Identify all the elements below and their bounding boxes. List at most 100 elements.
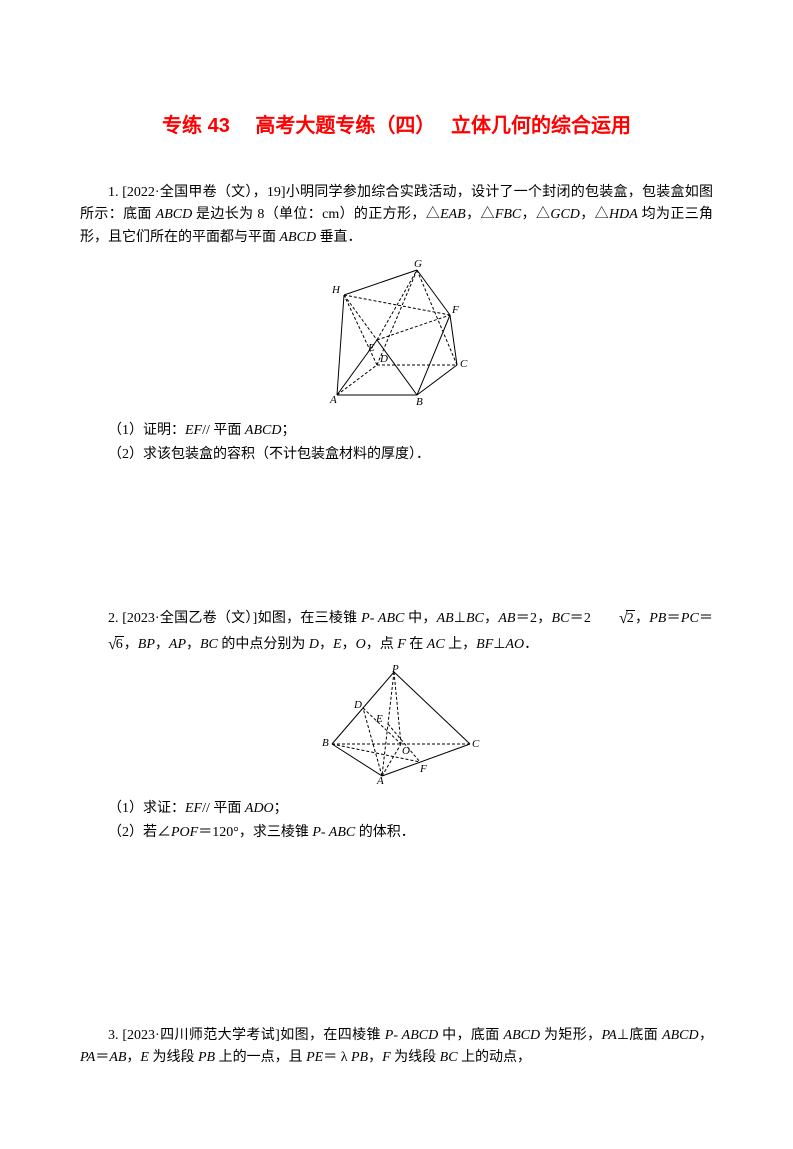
var-pa: PA bbox=[80, 1050, 95, 1065]
label-o: O bbox=[402, 745, 410, 757]
text: ， bbox=[319, 637, 333, 652]
text: 为矩形， bbox=[540, 1028, 601, 1043]
text: ， bbox=[124, 637, 138, 652]
label-b: B bbox=[322, 737, 329, 749]
text: ，点 bbox=[366, 637, 398, 652]
var-pabc: P- ABC bbox=[312, 825, 355, 840]
text: // 平面 bbox=[202, 801, 245, 816]
var-f: F bbox=[397, 637, 406, 652]
text: 的中点分别为 bbox=[218, 637, 309, 652]
text: ＝2， bbox=[515, 611, 551, 626]
var-bc: BC bbox=[200, 637, 218, 652]
label-h: H bbox=[331, 284, 341, 296]
text: ⊥ bbox=[493, 637, 505, 652]
text: 为线段 bbox=[149, 1050, 198, 1065]
problem-3-statement: 3. [2023·四川师范大学考试]如图，在四棱锥 P- ABCD 中，底面 A… bbox=[80, 1025, 713, 1070]
text: ； bbox=[281, 423, 295, 438]
var-gcd: GCD bbox=[550, 207, 580, 222]
var-hda: HDA bbox=[609, 207, 638, 222]
text: ，△ bbox=[580, 207, 609, 222]
label-d: D bbox=[379, 353, 388, 365]
figure-1-svg: G H F E D C A B bbox=[302, 255, 492, 405]
problem-2-statement: 2. [2023·全国乙卷（文）]如图，在三棱锥 P- ABC 中，AB⊥BC，… bbox=[80, 606, 713, 657]
sqrt-6: √6 bbox=[80, 632, 124, 658]
label-p: P bbox=[391, 664, 399, 675]
text: 上的一点，且 bbox=[215, 1050, 306, 1065]
label-c: C bbox=[472, 738, 480, 750]
text: ， bbox=[368, 1050, 382, 1065]
var-d: D bbox=[309, 637, 319, 652]
answer-space-1 bbox=[80, 486, 713, 606]
text: ． bbox=[524, 637, 538, 652]
text: （1）证明： bbox=[108, 423, 185, 438]
problem-1-statement: 1. [2022·全国甲卷（文），19]小明同学参加综合实践活动，设计了一个封闭… bbox=[80, 182, 713, 249]
figure-2: P B C A D E O F bbox=[80, 664, 713, 792]
text: ＝ bbox=[699, 611, 713, 626]
text: // 平面 bbox=[202, 423, 245, 438]
text: ，△ bbox=[466, 207, 495, 222]
var-ap: AP bbox=[169, 637, 186, 652]
text: 中，底面 bbox=[438, 1028, 503, 1043]
var-pabcd: P- ABCD bbox=[385, 1028, 438, 1043]
text: ， bbox=[155, 637, 169, 652]
text: ， bbox=[186, 637, 200, 652]
label-a: A bbox=[376, 775, 384, 784]
var-bf: BF bbox=[476, 637, 493, 652]
title-text: 专练 43 高考大题专练（四） 立体几何的综合运用 bbox=[162, 115, 631, 137]
var-pb: PB bbox=[198, 1050, 215, 1065]
text: 上的动点， bbox=[458, 1050, 532, 1065]
var-e: E bbox=[140, 1050, 149, 1065]
var-ado: ADO bbox=[245, 801, 274, 816]
var-bc: BC bbox=[552, 611, 570, 626]
var-o: O bbox=[356, 637, 366, 652]
problem-2: 2. [2023·全国乙卷（文）]如图，在三棱锥 P- ABC 中，AB⊥BC，… bbox=[80, 606, 713, 844]
var-ab: AB bbox=[498, 611, 515, 626]
label-e: E bbox=[375, 713, 383, 725]
var-ab: AB bbox=[437, 611, 454, 626]
var-e: E bbox=[333, 637, 342, 652]
answer-space-2 bbox=[80, 865, 713, 1025]
text: ； bbox=[274, 801, 288, 816]
text: ＝ bbox=[95, 1050, 109, 1065]
text: ＝ λ bbox=[323, 1050, 351, 1065]
sqrt-2: √2 bbox=[591, 606, 635, 632]
var-pb: PB bbox=[351, 1050, 368, 1065]
figure-2-svg: P B C A D E O F bbox=[312, 664, 482, 784]
var-ab: AB bbox=[109, 1050, 126, 1065]
var-ef: EF bbox=[185, 423, 202, 438]
label-g: G bbox=[414, 258, 422, 270]
var-bc: BC bbox=[440, 1050, 458, 1065]
text: 3. [2023·四川师范大学考试]如图，在四棱锥 bbox=[108, 1028, 385, 1043]
var-ac: AC bbox=[427, 637, 445, 652]
problem-3: 3. [2023·四川师范大学考试]如图，在四棱锥 P- ABCD 中，底面 A… bbox=[80, 1025, 713, 1070]
label-b: B bbox=[416, 396, 423, 405]
label-a: A bbox=[329, 394, 337, 405]
text: （1）求证： bbox=[108, 801, 185, 816]
text: ＝ bbox=[666, 611, 681, 626]
page-title: 专练 43 高考大题专练（四） 立体几何的综合运用 bbox=[80, 110, 713, 142]
var-abcd: ABCD bbox=[280, 230, 317, 245]
problem-2-q2: （2）若∠POF＝120°，求三棱锥 P- ABC 的体积． bbox=[80, 822, 713, 844]
text: 在 bbox=[406, 637, 427, 652]
var-pe: PE bbox=[306, 1050, 323, 1065]
text: ⊥ bbox=[454, 611, 466, 626]
var-abcd: ABCD bbox=[245, 423, 282, 438]
var-abcd: ABCD bbox=[504, 1028, 541, 1043]
label-e: E bbox=[367, 342, 375, 354]
text: ⊥底面 bbox=[617, 1028, 662, 1043]
text: ＝2 bbox=[569, 611, 591, 626]
var-abcd: ABCD bbox=[662, 1028, 699, 1043]
var-bc: BC bbox=[466, 611, 484, 626]
label-f: F bbox=[419, 763, 427, 775]
text: ＝120°，求三棱锥 bbox=[198, 825, 312, 840]
var-pb: PB bbox=[649, 611, 666, 626]
text: ，△ bbox=[521, 207, 550, 222]
var-fbc: FBC bbox=[495, 207, 521, 222]
text: ， bbox=[635, 611, 650, 626]
text: 为线段 bbox=[391, 1050, 440, 1065]
problem-1: 1. [2022·全国甲卷（文），19]小明同学参加综合实践活动，设计了一个封闭… bbox=[80, 182, 713, 466]
var-pabc: P- ABC bbox=[361, 611, 404, 626]
text: （2）求该包装盒的容积（不计包装盒材料的厚度）． bbox=[108, 447, 430, 462]
problem-1-q1: （1）证明：EF// 平面 ABCD； bbox=[80, 420, 713, 442]
label-f: F bbox=[451, 304, 459, 316]
